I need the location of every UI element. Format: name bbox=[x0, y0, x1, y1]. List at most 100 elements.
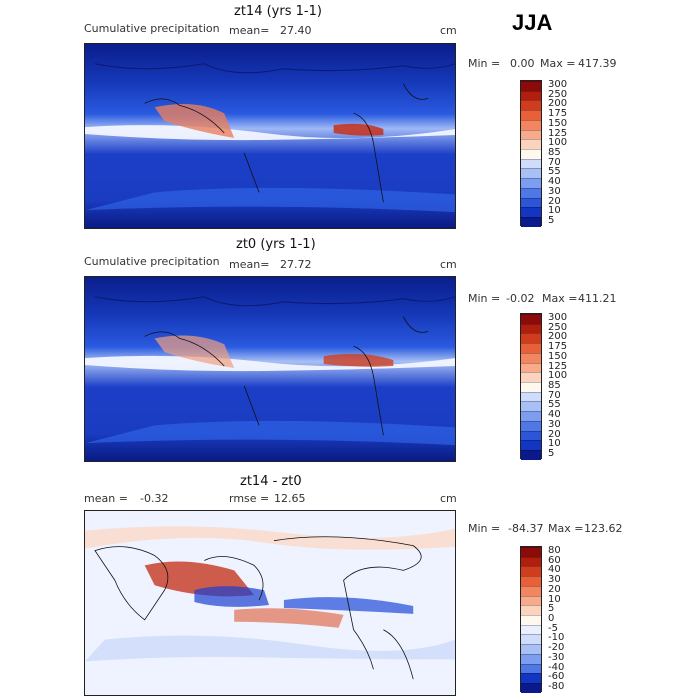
colorbar-swatch bbox=[521, 430, 541, 441]
panel1-mean-label: mean= bbox=[229, 24, 270, 37]
colorbar-swatch bbox=[521, 411, 541, 421]
colorbar-swatch bbox=[521, 333, 541, 344]
panel1-title: zt14 (yrs 1-1) bbox=[234, 4, 322, 19]
colorbar-tick-label: 5 bbox=[548, 215, 555, 227]
colorbar-tick-label: -30 bbox=[548, 651, 565, 663]
colorbar-tick-label: 10 bbox=[548, 593, 561, 605]
colorbar-swatch bbox=[521, 382, 541, 392]
panel2-max-label: Max = bbox=[542, 292, 578, 305]
colorbar-swatch bbox=[521, 440, 541, 451]
colorbar-swatch bbox=[521, 362, 541, 373]
colorbar-tick-label: -80 bbox=[548, 681, 565, 693]
colorbar-swatch bbox=[521, 81, 541, 91]
colorbar-swatch bbox=[521, 372, 541, 383]
colorbar-tick-label: 60 bbox=[548, 554, 561, 566]
colorbar-tick-label: 20 bbox=[548, 428, 561, 440]
colorbar-tick-label: 85 bbox=[548, 147, 561, 158]
colorbar-tick-label: 30 bbox=[548, 418, 561, 430]
colorbar-tick-label: 10 bbox=[548, 205, 561, 217]
panel1-max-label: Max = bbox=[540, 57, 576, 70]
colorbar-tick-label: 40 bbox=[548, 409, 561, 421]
colorbar-swatch bbox=[521, 644, 541, 654]
colorbar-tick-label: 70 bbox=[548, 156, 561, 168]
panel1-min-label: Min = bbox=[468, 57, 501, 70]
colorbar-swatch bbox=[521, 653, 541, 664]
colorbar-tick-label: 100 bbox=[548, 370, 568, 382]
panel1-min-value: 0.00 bbox=[510, 57, 535, 70]
colorbar-swatch bbox=[521, 615, 541, 625]
colorbar-swatch bbox=[521, 343, 541, 353]
colorbar-tick-label: 55 bbox=[548, 399, 561, 411]
panel3-min-value: -84.37 bbox=[508, 522, 544, 535]
panel2-min-label: Min = bbox=[468, 292, 501, 305]
colorbar-tick-label: 80 bbox=[548, 544, 561, 556]
panel2-mean-label: mean= bbox=[229, 258, 270, 271]
panel3-unit: cm bbox=[440, 492, 457, 505]
panel3-rmse-value: 12.65 bbox=[274, 492, 306, 505]
colorbar-tick-label: 20 bbox=[548, 583, 561, 595]
panel2-title: zt0 (yrs 1-1) bbox=[236, 237, 316, 252]
colorbar-tick-label: -60 bbox=[548, 671, 565, 683]
colorbar-tick-label: 125 bbox=[548, 127, 568, 139]
colorbar-tick-label: 70 bbox=[548, 389, 561, 401]
colorbar-swatch bbox=[521, 673, 541, 684]
colorbar-tick-label: 10 bbox=[548, 438, 561, 450]
colorbar-tick-label: 55 bbox=[548, 166, 561, 178]
panel3-title: zt14 - zt0 bbox=[240, 474, 302, 489]
colorbar-tick-label: 40 bbox=[548, 176, 561, 188]
colorbar-swatch bbox=[521, 323, 541, 334]
panel3-map bbox=[84, 510, 456, 696]
panel3-mean-value: -0.32 bbox=[140, 492, 169, 505]
panel2-max-value: 411.21 bbox=[578, 292, 617, 305]
colorbar-swatch bbox=[521, 450, 541, 460]
colorbar-tick-label: 300 bbox=[548, 78, 568, 90]
panel1-colorbar bbox=[520, 80, 542, 227]
colorbar-swatch bbox=[521, 149, 541, 159]
colorbar-tick-label: 5 bbox=[548, 603, 555, 615]
panel3-max-value: 123.62 bbox=[584, 522, 623, 535]
panel3-min-label: Min = bbox=[468, 522, 501, 535]
colorbar-swatch bbox=[521, 401, 541, 412]
panel3-colorbar bbox=[520, 546, 542, 693]
colorbar-swatch bbox=[521, 352, 541, 363]
colorbar-tick-label: -40 bbox=[548, 661, 565, 673]
colorbar-tick-label: 30 bbox=[548, 185, 561, 197]
colorbar-tick-label: 250 bbox=[548, 321, 568, 333]
colorbar-tick-label: 175 bbox=[548, 108, 568, 120]
colorbar-tick-label: 175 bbox=[548, 341, 568, 353]
colorbar-tick-label: 250 bbox=[548, 88, 568, 100]
colorbar-swatch bbox=[521, 585, 541, 596]
colorbar-tick-label: 200 bbox=[548, 98, 568, 110]
panel2-colorbar bbox=[520, 313, 542, 460]
colorbar-tick-label: -10 bbox=[548, 632, 565, 644]
colorbar-swatch bbox=[521, 624, 541, 635]
colorbar-swatch bbox=[521, 187, 541, 198]
panel2-field-label: Cumulative precipitation bbox=[84, 255, 220, 268]
panel2-mean-value: 27.72 bbox=[280, 258, 312, 271]
colorbar-swatch bbox=[521, 420, 541, 431]
colorbar-tick-label: 125 bbox=[548, 360, 568, 372]
panel2-min-value: -0.02 bbox=[506, 292, 535, 305]
colorbar-tick-label: 100 bbox=[548, 137, 568, 149]
colorbar-tick-label: -5 bbox=[548, 622, 558, 634]
colorbar-swatch bbox=[521, 217, 541, 227]
colorbar-swatch bbox=[521, 158, 541, 169]
colorbar-tick-label: 40 bbox=[548, 564, 561, 576]
colorbar-swatch bbox=[521, 129, 541, 140]
colorbar-swatch bbox=[521, 547, 541, 557]
colorbar-swatch bbox=[521, 634, 541, 645]
colorbar-tick-label: 20 bbox=[548, 195, 561, 207]
colorbar-swatch bbox=[521, 663, 541, 674]
colorbar-swatch bbox=[521, 556, 541, 567]
colorbar-swatch bbox=[521, 566, 541, 577]
colorbar-swatch bbox=[521, 576, 541, 586]
colorbar-swatch bbox=[521, 139, 541, 150]
panel3-max-label: Max = bbox=[548, 522, 584, 535]
panel2-unit: cm bbox=[440, 258, 457, 271]
colorbar-tick-label: 150 bbox=[548, 117, 568, 129]
season-label: JJA bbox=[512, 10, 553, 35]
colorbar-swatch bbox=[521, 683, 541, 693]
colorbar-tick-label: 200 bbox=[548, 331, 568, 343]
panel1-map bbox=[84, 43, 456, 229]
panel1-field-label: Cumulative precipitation bbox=[84, 22, 220, 35]
